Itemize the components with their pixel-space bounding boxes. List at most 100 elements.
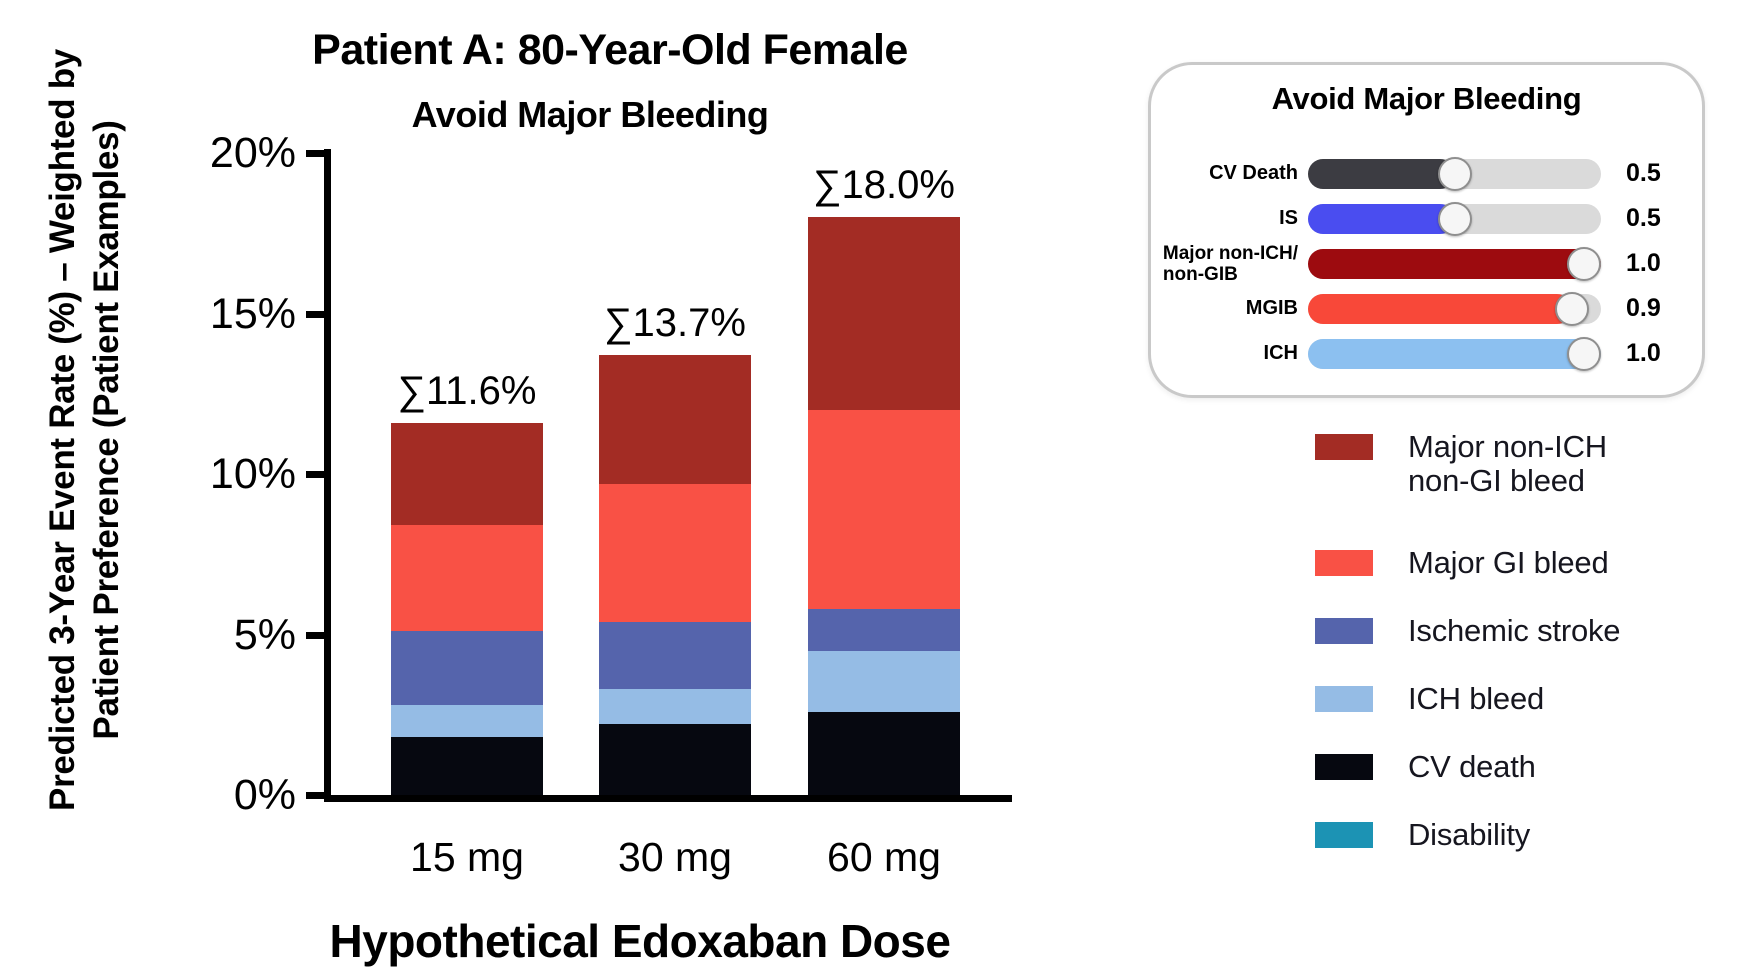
x-axis-line — [324, 795, 1012, 802]
legend-label-line: Major GI bleed — [1408, 545, 1609, 580]
legend-label-line: ICH bleed — [1408, 681, 1545, 716]
legend-label-line: non-GI bleed — [1408, 463, 1585, 498]
legend-item-major-non-ich: Major non-ICH non-GI bleed — [1315, 430, 1620, 498]
legend-item-cv-death: CV death — [1315, 750, 1620, 784]
slider-label-text: MGIB — [1246, 298, 1298, 319]
legend-label-line: Ischemic stroke — [1408, 613, 1621, 648]
slider-value: 0.5 — [1626, 204, 1661, 232]
bar-15-mg — [391, 422, 543, 795]
slider-value: 1.0 — [1626, 339, 1661, 367]
y-tick-mark — [306, 471, 324, 478]
y-tick-mark — [306, 631, 324, 639]
legend-swatch — [1315, 434, 1373, 460]
segment-cv-death — [808, 711, 960, 795]
y-tick-mark — [306, 792, 324, 799]
y-tick-label: 15% — [209, 289, 296, 338]
slider-row-mgib: MGIB 0.9 — [1151, 286, 1702, 331]
slider-row-cv-death: CV Death 0.5 — [1151, 151, 1702, 196]
segment-ich-bleed — [808, 650, 960, 712]
segment-major-gi-bleed — [391, 525, 543, 632]
sum-label: ∑11.6% — [397, 368, 537, 413]
slider-label-line: CV Death — [1209, 162, 1298, 184]
y-axis-label: Predicted 3-Year Event Rate (%) – Weight… — [41, 0, 129, 860]
slider-knob[interactable] — [1554, 291, 1589, 326]
legend-label: Ischemic stroke — [1408, 613, 1621, 648]
segment-ischemic-stroke — [391, 631, 543, 706]
segment-major-gi-bleed — [599, 483, 751, 622]
slider-track-cv-death[interactable] — [1308, 156, 1601, 191]
slider-fill — [1308, 203, 1455, 234]
y-axis-line — [324, 149, 331, 802]
slider-label: ICH — [1151, 343, 1298, 364]
segment-ischemic-stroke — [808, 608, 960, 651]
slider-track-ich[interactable] — [1308, 336, 1601, 371]
legend-label-line: Disability — [1408, 817, 1531, 852]
slider-knob[interactable] — [1567, 246, 1601, 281]
slider-label-line: non-GIB — [1162, 263, 1238, 285]
legend-label: Major GI bleed — [1408, 546, 1609, 580]
segment-major-non-ich-non-gi-bleed — [599, 355, 751, 484]
legend-swatch — [1315, 550, 1373, 576]
bar-30-mg — [599, 355, 751, 795]
slider-label-text: IS — [1279, 208, 1298, 229]
x-tick-label: 60 mg — [827, 834, 941, 880]
slider-label-text: Major non-ICH/non-GIB — [1163, 243, 1298, 285]
segment-ich-bleed — [599, 689, 751, 725]
slider-label-line: Major non-ICH/ — [1162, 242, 1298, 264]
slider-row-is: IS 0.5 — [1151, 196, 1702, 241]
legend-label-line: CV death — [1408, 749, 1536, 784]
y-tick-label: 0% — [233, 771, 296, 819]
legend-label: Major non-ICH non-GI bleed — [1408, 430, 1607, 498]
slider-label-line: MGIB — [1245, 297, 1298, 319]
slider-row-major-non-ich: Major non-ICH/non-GIB 1.0 — [1151, 241, 1702, 286]
preference-panel: Avoid Major Bleeding CV Death 0.5 IS 0.5 Maj… — [1148, 62, 1705, 398]
slider-value: 0.9 — [1626, 294, 1661, 322]
slider-rows: CV Death 0.5 IS 0.5 Major non-ICH/non-GIB 1.0… — [1151, 151, 1702, 376]
legend-item-ischemic-stroke: Ischemic stroke — [1315, 613, 1621, 648]
slider-row-ich: ICH 1.0 — [1151, 331, 1702, 376]
y-tick-mark — [306, 310, 324, 318]
chart-subtitle: Avoid Major Bleeding — [411, 94, 769, 135]
legend-item-disability: Disability — [1315, 818, 1620, 852]
y-tick-mark — [306, 150, 324, 157]
segment-major-gi-bleed — [808, 409, 960, 609]
segment-ischemic-stroke — [599, 621, 751, 690]
slider-label: CV Death — [1151, 163, 1298, 184]
slider-fill — [1308, 293, 1572, 324]
y-axis-label-line1: Predicted 3-Year Event Rate (%) – Weight… — [43, 49, 82, 811]
legend-swatch — [1315, 618, 1373, 644]
y-tick-label: 20% — [209, 129, 296, 177]
x-tick-label: 30 mg — [618, 834, 732, 880]
legend-label: ICH bleed — [1408, 682, 1544, 716]
slider-knob[interactable] — [1437, 156, 1472, 191]
slider-track-is[interactable] — [1308, 201, 1601, 236]
slider-knob[interactable] — [1437, 201, 1472, 236]
sum-label: ∑13.7% — [604, 301, 746, 346]
sum-label: ∑18.0% — [813, 163, 955, 208]
segment-cv-death — [391, 737, 543, 795]
chart-title: Patient A: 80-Year-Old Female — [312, 26, 908, 74]
legend-swatch — [1315, 754, 1373, 780]
y-tick-label: 10% — [209, 450, 296, 498]
slider-fill — [1308, 248, 1601, 279]
x-axis-title: Hypothetical Edoxaban Dose — [329, 915, 951, 967]
slider-label-line: ICH — [1263, 342, 1298, 364]
slider-track-major-non-ich[interactable] — [1308, 246, 1601, 281]
slider-value: 0.5 — [1626, 159, 1661, 187]
legend-label-line: Major non-ICH — [1408, 429, 1607, 464]
segment-major-non-ich-non-gi-bleed — [391, 422, 543, 526]
slider-label: MGIB — [1151, 298, 1298, 319]
slider-knob[interactable] — [1567, 336, 1601, 371]
segment-cv-death — [599, 724, 751, 795]
slider-track-mgib[interactable] — [1308, 291, 1601, 326]
segment-major-non-ich-non-gi-bleed — [808, 217, 960, 410]
x-tick-label: 15 mg — [410, 834, 524, 880]
legend-swatch — [1315, 686, 1373, 712]
slider-fill — [1308, 338, 1601, 369]
slider-label: Major non-ICH/non-GIB — [1151, 243, 1298, 285]
y-axis-label-line2: Patient Preference (Patient Examples) — [87, 120, 126, 740]
slider-label-text: ICH — [1264, 343, 1298, 364]
legend: Major non-ICH non-GI bleed Major GI bleed I… — [1315, 430, 1621, 886]
legend-swatch — [1315, 822, 1373, 848]
legend-item-ich-bleed: ICH bleed — [1315, 682, 1620, 716]
